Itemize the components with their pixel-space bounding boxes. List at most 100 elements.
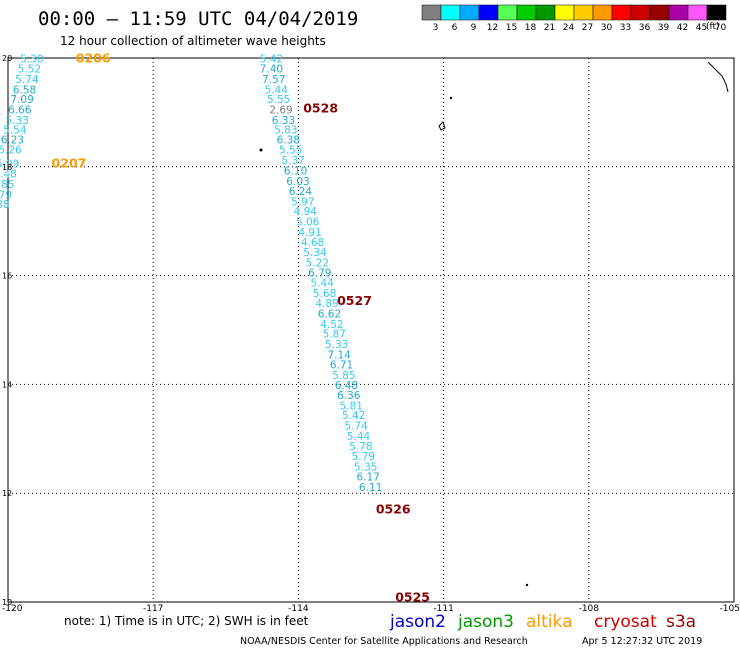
swh-value-label: 4.94: [294, 206, 318, 218]
swh-value-label: 6.23: [1, 134, 24, 146]
swh-value-label: 6.03: [286, 176, 309, 188]
satellite-s3a: s3a: [666, 612, 696, 632]
swh-value-label: 5.42: [260, 53, 283, 65]
legend-swatch-42: [668, 4, 689, 21]
legend-swatch-30: [592, 4, 613, 21]
legend-label-39: 39: [658, 23, 670, 33]
swh-value-label: 5.33: [325, 339, 348, 351]
legend-swatch-33: [611, 4, 632, 21]
footer-credit: NOAA/NESDIS Center for Satellite Applica…: [240, 636, 528, 647]
swh-value-label: 5.34: [303, 247, 327, 259]
swh-value-label: 5.99: [0, 158, 19, 170]
swh-value-label: 7.57: [262, 74, 285, 86]
swh-value-label: 5.79: [0, 189, 12, 201]
legend-label-70: 70: [715, 23, 727, 33]
graticule: [8, 58, 734, 602]
y-axis-tick-labels: 10 12 14 16 18 20: [2, 54, 12, 607]
swh-value-label: 5.55: [279, 145, 302, 157]
swh-value-label: 5.83: [274, 125, 297, 137]
legend-swatch-12: [478, 4, 499, 21]
legend-label-42: 42: [677, 23, 688, 33]
y-tick-label: 18: [2, 163, 12, 172]
swh-value-label: 5.30: [20, 53, 43, 65]
swh-value-label: 5.81: [340, 400, 363, 412]
swh-value-label: 4.68: [301, 237, 324, 249]
track-time-label: 0206: [76, 50, 111, 65]
plot-area: 5.305.525.746.587.096.665.335.546.235.26…: [0, 50, 735, 604]
legend-swatch-24: [554, 4, 575, 21]
x-tick-label: -108: [579, 604, 600, 614]
satellite-legend: jason2 jason3 altika cryosat s3a: [389, 612, 696, 632]
satellite-jason3: jason3: [457, 612, 514, 632]
legend-label-36: 36: [639, 23, 651, 33]
satellite-altika: altika: [526, 612, 573, 632]
legend-swatch-27: [573, 4, 594, 21]
x-tick-label: -117: [143, 604, 163, 614]
track-labels: 0206 0207 0528 0527 0526 0525: [52, 50, 430, 604]
swh-color-legend: 3 6 9 12 15 18 21 24 27 30 33 36 39 42 45 70: [421, 4, 727, 33]
track-time-label: 0527: [337, 293, 372, 308]
legend-swatch-9: [459, 4, 480, 21]
swh-value-label: 5.44: [311, 277, 335, 289]
y-tick-label: 12: [2, 489, 12, 498]
track-time-label: 0528: [303, 100, 338, 115]
legend-swatch-39: [649, 4, 670, 21]
swh-observations: 5.305.525.746.587.096.665.335.546.235.26…: [0, 53, 382, 494]
island-marker: [438, 121, 446, 131]
swh-value-label: 6.10: [284, 165, 307, 177]
legend-label-15: 15: [506, 23, 517, 33]
swh-value-label: 5.85: [0, 179, 14, 191]
x-tick-label: -105: [720, 604, 740, 614]
swh-value-label: 2.69: [269, 104, 292, 116]
swh-value-label: 5.52: [18, 64, 41, 76]
y-tick-label: 20: [2, 54, 12, 63]
swh-value-label: 5.55: [267, 94, 290, 106]
swh-value-label: 6.58: [13, 84, 36, 96]
legend-label-6: 6: [452, 23, 458, 33]
swh-value-label: 5.38: [0, 199, 10, 211]
swh-value-label: 6.62: [318, 308, 341, 320]
swh-value-label: 6.66: [8, 104, 32, 116]
legend-label-18: 18: [525, 23, 537, 33]
swh-value-label: 5.42: [342, 410, 365, 422]
legend-swatch-21: [535, 4, 556, 21]
x-tick-label: -111: [433, 604, 453, 614]
legend-label-3: 3: [433, 23, 439, 33]
track-time-label: 0525: [395, 589, 430, 604]
swh-value-label: 5.87: [323, 329, 346, 341]
swh-value-label: 6.36: [337, 390, 361, 402]
y-tick-label: 14: [2, 380, 12, 389]
plot-frame: [7, 57, 735, 603]
swh-value-label: 5.54: [3, 125, 27, 137]
y-tick-label: 10: [2, 598, 12, 607]
chart-subtitle: 12 hour collection of altimeter wave hei…: [60, 34, 326, 48]
coastline-baja: [707, 61, 729, 93]
legend-swatch-3: [421, 4, 442, 21]
swh-value-label: 6.17: [356, 472, 379, 484]
island-dot: [449, 96, 453, 100]
legend-label-45: 45: [696, 23, 707, 33]
legend-swatch-45: [687, 4, 708, 21]
legend-swatch-18: [516, 4, 537, 21]
chart-title: 00:00 — 11:59 UTC 04/04/2019: [38, 8, 358, 30]
track-time-label: 0526: [376, 501, 411, 516]
island-dot-3: [259, 148, 263, 152]
swh-value-label: 5.48: [0, 169, 17, 181]
footer-timestamp: Apr 5 12:27:32 UTC 2019: [582, 636, 702, 647]
legend-unit: (ft): [706, 22, 720, 32]
swh-value-label: 6.71: [330, 360, 353, 372]
legend-label-12: 12: [487, 23, 498, 33]
swh-value-label: 4.91: [298, 227, 321, 239]
swh-value-label: 5.44: [265, 84, 289, 96]
legend-label-27: 27: [582, 23, 593, 33]
legend-swatch-6: [440, 4, 461, 21]
y-tick-label: 16: [2, 272, 12, 281]
swh-value-label: 4.52: [320, 319, 343, 331]
swh-value-label: 5.74: [15, 74, 39, 86]
swh-value-label: 7.40: [260, 64, 283, 76]
legend-label-9: 9: [471, 23, 477, 33]
swh-value-label: 5.26: [0, 145, 22, 157]
island-dot-2: [525, 583, 529, 587]
x-tick-label: -114: [288, 604, 309, 614]
